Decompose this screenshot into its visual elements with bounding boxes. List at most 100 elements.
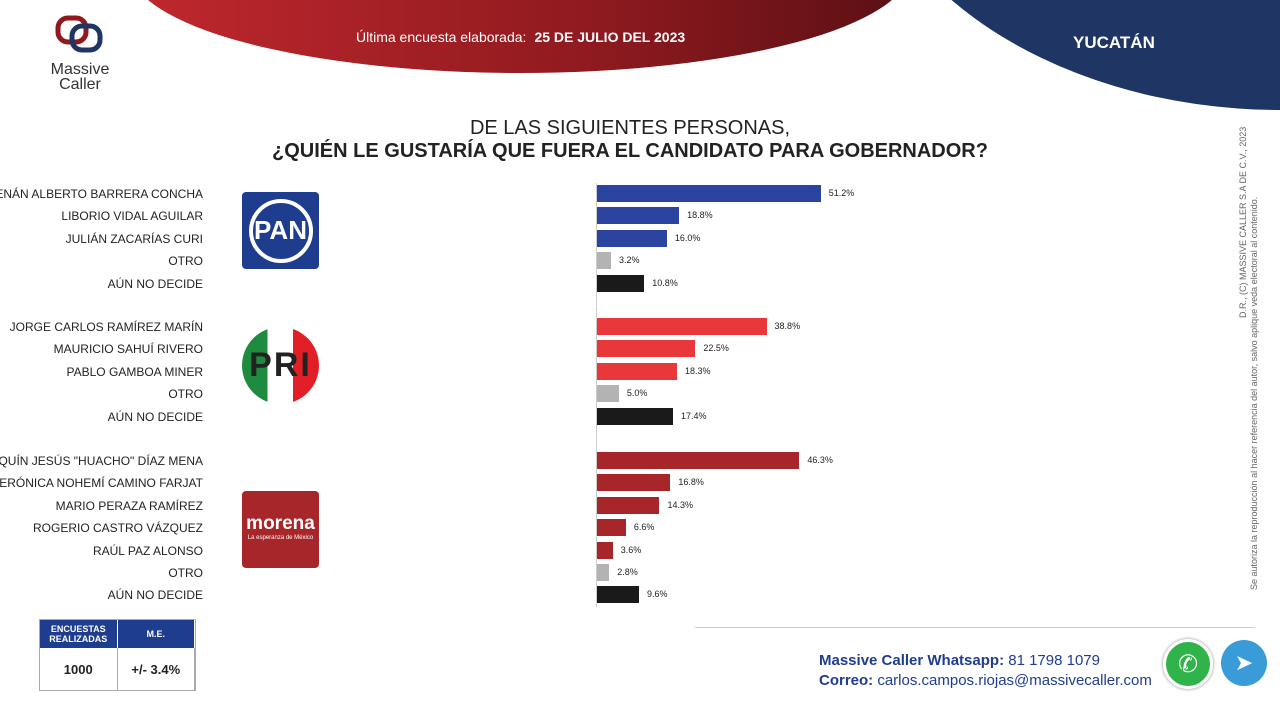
bar-label: OTRO	[168, 566, 203, 580]
chart-row: OTRO 5.0%	[0, 385, 900, 403]
bar-value-label: 38.8%	[774, 321, 801, 331]
bar-value-label: 6.6%	[633, 522, 655, 533]
bar-label: AÚN NO DECIDE	[107, 409, 203, 424]
bar-value-label: 10.8%	[652, 277, 678, 288]
bar	[597, 318, 767, 335]
chart-row: RAÚL PAZ ALONSO 3.6%	[0, 541, 900, 560]
chart-row: ROGERIO CASTRO VÁZQUEZ 6.6%	[0, 519, 900, 537]
bar	[597, 541, 613, 559]
stats-header-me: M.E.	[118, 620, 195, 648]
stats-header-surveys: ENCUESTAS REALIZADAS	[40, 620, 118, 648]
bar	[597, 385, 619, 403]
bar-label: MARIO PERAZA RAMÍREZ	[55, 498, 203, 513]
bar	[597, 252, 611, 270]
chart-row: VERÓNICA NOHEMÍ CAMINO FARJAT 16.8%	[0, 474, 900, 492]
chart-row: LIBORIO VIDAL AGUILAR 18.8%	[0, 207, 900, 225]
bar-value-label: 5.0%	[626, 388, 648, 399]
morena-tagline: La esperanza de México	[247, 535, 314, 541]
bar-value-label: 51.2%	[828, 188, 855, 198]
logo-icon	[55, 15, 103, 53]
chart-row: JORGE CARLOS RAMÍREZ MARÍN 38.8%	[0, 318, 900, 336]
chart-axis	[596, 183, 597, 607]
header-state-shape	[850, 0, 1280, 110]
bar	[597, 207, 680, 225]
bar-label: MAURICIO SAHUÍ RIVERO	[53, 342, 203, 357]
bar-label: JULIÁN ZACARÍAS CURI	[65, 231, 203, 246]
whatsapp-number[interactable]: 81 1798 1079	[1008, 652, 1100, 669]
bar-label: JORGE CARLOS RAMÍREZ MARÍN	[9, 320, 203, 334]
survey-label: Última encuesta elaborada:	[356, 29, 527, 45]
bar-value-label: 17.4%	[681, 410, 707, 421]
bar	[597, 519, 626, 537]
logo-line1: Massive	[50, 61, 110, 78]
contact-info: Massive Caller Whatsapp: 81 1798 1079 Co…	[819, 651, 1152, 691]
pri-logo-text: PRI	[249, 346, 312, 384]
chart-row: MARIO PERAZA RAMÍREZ 14.3%	[0, 496, 900, 515]
bar-value-label: 14.3%	[667, 499, 694, 510]
bar	[597, 407, 674, 425]
title-line1: DE LAS SIGUIENTES PERSONAS,	[469, 117, 791, 139]
bar-label: AÚN NO DECIDE	[107, 588, 203, 603]
bar	[597, 229, 667, 247]
bar	[597, 340, 696, 358]
bar	[597, 362, 677, 380]
chart-row: AÚN NO DECIDE 10.8%	[0, 274, 900, 293]
telegram-icon[interactable]: ➤	[1221, 640, 1267, 686]
bar	[597, 564, 610, 581]
pri-logo: PRI	[242, 327, 319, 404]
bar	[597, 474, 671, 492]
state-name: YUCATÁN	[1073, 33, 1155, 52]
bar-label: ROGERIO CASTRO VÁZQUEZ	[32, 521, 203, 536]
chart-row: OTRO 2.8%	[0, 564, 900, 582]
chart-title: DE LAS SIGUIENTES PERSONAS, ¿QUIÉN LE GU…	[0, 117, 1280, 163]
chart-row: JOAQUÍN JESÚS "HUACHO" DÍAZ MENA 46.3%	[0, 452, 900, 470]
chart-row: PABLO GAMBOA MINER 18.3%	[0, 362, 900, 381]
survey-stats-table: ENCUESTAS REALIZADAS M.E. 1000 +/- 3.4%	[39, 619, 196, 691]
chart-row: MAURICIO SAHUÍ RIVERO 22.5%	[0, 340, 900, 358]
bar-label: AÚN NO DECIDE	[107, 276, 203, 291]
bar-value-label: 9.6%	[646, 589, 668, 600]
bar-value-label: 18.3%	[684, 365, 711, 376]
pan-logo: PAN	[242, 192, 319, 269]
bar-value-label: 2.8%	[617, 567, 638, 577]
bar-label: RENÁN ALBERTO BARRERA CONCHA	[0, 187, 203, 201]
morena-logo: morena La esperanza de México	[242, 491, 319, 568]
whatsapp-label: Massive Caller Whatsapp:	[819, 652, 1005, 669]
pan-logo-text: PAN	[248, 198, 313, 263]
bar	[597, 452, 800, 469]
massive-caller-logo: Massive Caller	[40, 14, 120, 104]
bar-label: LIBORIO VIDAL AGUILAR	[61, 209, 203, 224]
whatsapp-icon[interactable]: ✆	[1163, 639, 1213, 689]
copyright-line1: D.R., (C) MASSIVE CALLER S.A DE C.V., 20…	[1238, 126, 1248, 318]
stats-surveys-value: 1000	[40, 648, 118, 690]
bar-value-label: 16.8%	[678, 477, 704, 488]
bar-value-label: 22.5%	[703, 343, 729, 354]
copyright-notice: D.R., (C) MASSIVE CALLER S.A DE C.V., 20…	[1238, 127, 1259, 590]
bar	[597, 185, 821, 202]
chart-row: OTRO 3.2%	[0, 252, 900, 270]
survey-date-line: Última encuesta elaborada: 25 DE JULIO DE…	[356, 29, 685, 45]
bar-label: OTRO	[168, 387, 203, 402]
email-link[interactable]: carlos.campos.riojas@massivecaller.com	[877, 672, 1152, 689]
bar	[597, 586, 639, 604]
bar-label: PABLO GAMBOA MINER	[66, 364, 203, 379]
bar	[597, 274, 645, 292]
footer-divider	[695, 627, 1255, 628]
bar-value-label: 46.3%	[807, 455, 833, 465]
chart-row: JULIÁN ZACARÍAS CURI 16.0%	[0, 229, 900, 248]
chart-row: RENÁN ALBERTO BARRERA CONCHA 51.2%	[0, 185, 900, 203]
bar	[597, 496, 660, 514]
bar-value-label: 18.8%	[687, 210, 713, 221]
bar-label: OTRO	[168, 254, 203, 269]
logo-line2: Caller	[59, 76, 101, 93]
email-label: Correo:	[819, 672, 874, 689]
bar-label: VERÓNICA NOHEMÍ CAMINO FARJAT	[0, 476, 203, 491]
bar-label: RAÚL PAZ ALONSO	[92, 543, 203, 558]
bar-value-label: 16.0%	[674, 232, 701, 243]
bar-value-label: 3.6%	[620, 544, 642, 555]
morena-logo-text: morena	[246, 513, 315, 534]
stats-me-value: +/- 3.4%	[118, 648, 195, 690]
chart-row: AÚN NO DECIDE 17.4%	[0, 407, 900, 426]
survey-date: 25 DE JULIO DEL 2023	[534, 29, 686, 45]
bar-value-label: 3.2%	[618, 255, 640, 266]
